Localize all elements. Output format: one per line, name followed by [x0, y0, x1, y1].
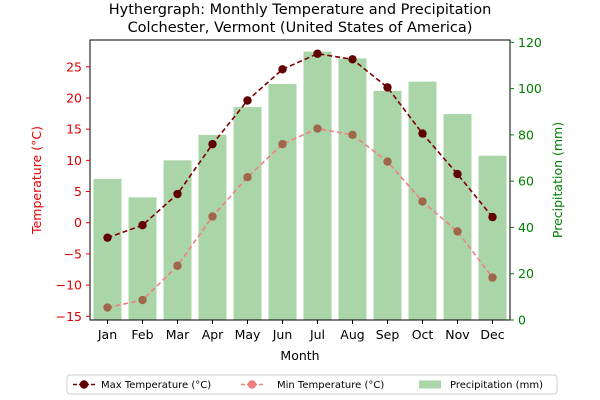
- max-temp-point-sep: [383, 83, 392, 92]
- precip-bar-jun: [268, 83, 297, 320]
- min-temp-line: [107, 127, 494, 309]
- precip-bar-nov: [443, 114, 472, 320]
- precip-bar-may: [233, 107, 262, 320]
- y-right-tick-label: 20: [518, 266, 534, 281]
- x-tick-label-jul: Jul: [309, 327, 325, 342]
- y-left-tick-label: −5: [64, 246, 82, 261]
- legend-max-temp-marker: [79, 380, 89, 389]
- precip-bar-dec: [478, 155, 507, 320]
- max-temp-point-mar: [173, 189, 182, 199]
- min-temp-point-mar: [173, 261, 182, 270]
- y-right-tick-label: 60: [518, 174, 534, 189]
- y-right-tick-label: 0: [518, 313, 526, 328]
- y-left-tick-label: 10: [66, 153, 82, 168]
- precip-bar-apr: [198, 134, 227, 320]
- max-temp-point-jan: [103, 233, 112, 242]
- y-right-tick-label: 80: [518, 127, 534, 142]
- precip-bar-sep: [373, 90, 402, 320]
- min-temp-point-dec: [488, 273, 497, 282]
- y-left-tick-label: −15: [56, 309, 82, 324]
- x-tick-label-sep: Sep: [376, 327, 400, 342]
- precip-bar-jan: [93, 178, 122, 320]
- max-temp-point-jun: [278, 65, 287, 74]
- min-temp-point-may: [243, 172, 252, 182]
- x-tick-label-may: May: [235, 327, 261, 342]
- min-temp-point-jan: [103, 303, 112, 312]
- y-right-tick-label: 120: [518, 35, 542, 50]
- x-tick-label-aug: Aug: [340, 327, 364, 342]
- x-tick-label-jun: Jun: [272, 327, 293, 342]
- max-temp-point-nov: [453, 169, 462, 179]
- min-temp-point-aug: [348, 130, 357, 139]
- x-tick-label-oct: Oct: [412, 327, 434, 342]
- max-temp-point-jul: [313, 49, 322, 58]
- x-tick-label-feb: Feb: [131, 327, 153, 342]
- chart-title-line-2: Colchester, Vermont (United States of Am…: [128, 20, 473, 36]
- x-tick-label-dec: Dec: [480, 327, 504, 342]
- max-temp-point-feb: [138, 221, 147, 230]
- x-tick-label-nov: Nov: [445, 327, 470, 342]
- y-left-tick-label: 20: [66, 90, 82, 105]
- legend-max-temp-label: Max Temperature (°C): [101, 380, 211, 391]
- y-right-tick-label: 40: [518, 220, 534, 235]
- min-temp-point-jul: [313, 124, 322, 133]
- min-temp-point-oct: [418, 197, 427, 206]
- legend-frame: [66, 374, 558, 395]
- x-axis-label: Month: [280, 348, 319, 363]
- legend-precip-swatch: [419, 380, 441, 389]
- y-left-tick-label: 15: [66, 122, 82, 137]
- min-temp-point-sep: [383, 157, 392, 166]
- min-temp-point-apr: [208, 212, 217, 221]
- y-right-tick-label: 100: [518, 81, 542, 96]
- x-tick-label-mar: Mar: [166, 327, 190, 342]
- min-temp-point-feb: [138, 295, 147, 305]
- y-axis-label-right: Precipitation (mm): [550, 122, 565, 238]
- legend-min-temp-marker: [247, 380, 257, 389]
- legend-min-temp-label: Min Temperature (°C): [277, 380, 384, 391]
- precip-bar-jul: [303, 51, 332, 320]
- max-temp-line: [107, 52, 494, 239]
- max-temp-point-dec: [488, 212, 497, 222]
- y-left-tick-label: 0: [74, 215, 82, 230]
- precip-bar-aug: [338, 58, 367, 321]
- precip-bar-mar: [163, 160, 192, 320]
- y-left-tick-label: −10: [56, 278, 82, 293]
- y-axis-label-left: Temperature (°C): [29, 126, 44, 235]
- chart-title-line-1: Hythergraph: Monthly Temperature and Pre…: [109, 2, 492, 18]
- legend: Max Temperature (°C) Min Temperature (°C)…: [66, 374, 558, 395]
- max-temp-point-apr: [208, 139, 217, 149]
- max-temp-point-may: [243, 96, 252, 105]
- min-temp-point-nov: [453, 227, 462, 236]
- y-left-tick-label: 25: [66, 59, 82, 74]
- x-tick-label-apr: Apr: [202, 327, 224, 342]
- max-temp-point-oct: [418, 129, 427, 138]
- min-temp-point-jun: [278, 139, 287, 149]
- legend-precip-label: Precipitation (mm): [450, 380, 543, 391]
- max-temp-point-aug: [348, 55, 357, 64]
- x-tick-label-jan: Jan: [97, 327, 117, 342]
- plot-area-frame: [89, 39, 511, 321]
- y-left-tick-label: 5: [74, 184, 82, 199]
